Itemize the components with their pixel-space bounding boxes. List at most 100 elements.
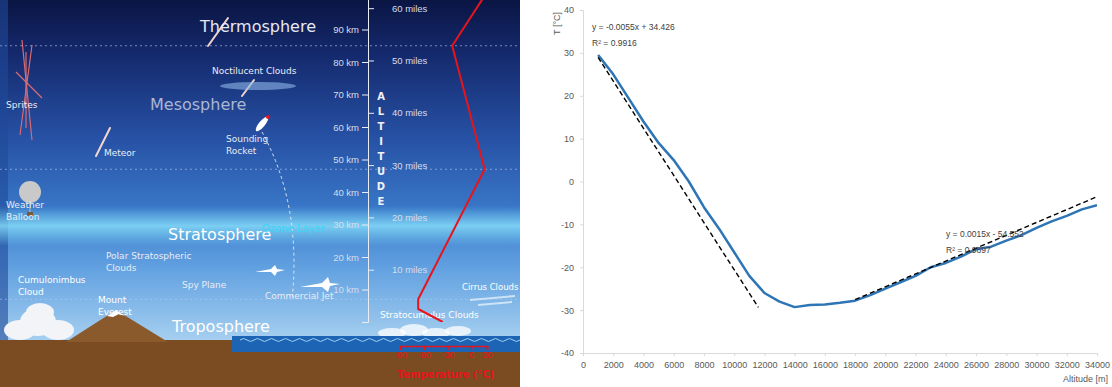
series-line bbox=[418, 0, 484, 322]
x-axis-title: Altitude [m] bbox=[1063, 374, 1108, 384]
temperature-axis-tick: -90 bbox=[394, 346, 407, 360]
km-axis-tick: 90 km bbox=[333, 24, 368, 35]
y-axis-tick-mark bbox=[580, 224, 583, 225]
y-axis-tick: -30 bbox=[561, 306, 583, 316]
x-axis-tick-label: 26000 bbox=[964, 360, 989, 370]
annotation-line: Balloon bbox=[6, 212, 39, 222]
km-axis-tick-mark bbox=[362, 257, 368, 258]
y-axis-tick: 0 bbox=[569, 177, 583, 187]
y-axis-tick-mark bbox=[580, 353, 583, 354]
x-axis-tick: 4000 bbox=[634, 353, 654, 370]
y-axis-title: ALTITUDE bbox=[377, 91, 385, 207]
annotation-line: Sounding bbox=[226, 134, 268, 144]
sky bbox=[0, 0, 520, 340]
km-axis-tick: 50 km bbox=[333, 154, 368, 165]
km-axis-tick-mark bbox=[362, 225, 368, 226]
x-axis-line bbox=[584, 354, 1098, 357]
annotation: Meteor bbox=[104, 148, 136, 158]
x-axis-tick-label: 20000 bbox=[873, 360, 898, 370]
annotation-line: Rocket bbox=[226, 146, 257, 156]
annotation: Sprites bbox=[6, 100, 38, 110]
rocket-tip bbox=[266, 115, 270, 119]
x-axis-tick-label: 24000 bbox=[934, 360, 959, 370]
x-axis-tick: 34000 bbox=[1085, 353, 1110, 370]
temperature-axis: -90-60-30020 bbox=[394, 346, 493, 360]
y-axis-title-letter: L bbox=[378, 106, 385, 117]
y-axis-tick: 10 bbox=[564, 134, 583, 144]
temperature-axis-tick: 20 bbox=[482, 346, 492, 360]
series-line bbox=[598, 55, 1097, 307]
x-axis-tick-mark bbox=[916, 353, 917, 356]
annotation-line: Mount bbox=[98, 295, 127, 305]
y-axis-tick-label: 20 bbox=[564, 91, 574, 101]
x-axis-tick: 32000 bbox=[1055, 353, 1080, 370]
x-axis-tick: 28000 bbox=[994, 353, 1019, 370]
x-axis-tick-mark bbox=[764, 353, 765, 356]
km-axis-tick-mark bbox=[362, 127, 368, 128]
layer-boundary bbox=[0, 45, 520, 46]
x-axis-tick-label: 0 bbox=[581, 360, 586, 370]
km-axis-tick-label: 40 km bbox=[333, 187, 359, 198]
x-axis-tick-mark bbox=[1097, 353, 1098, 356]
x-axis-tick-label: 8000 bbox=[694, 360, 714, 370]
layer-label: Thermosphere bbox=[199, 17, 316, 36]
cirrus bbox=[470, 296, 515, 300]
annotation: Spy Plane bbox=[182, 280, 227, 290]
x-axis-tick: 22000 bbox=[904, 353, 929, 370]
sprite bbox=[25, 52, 26, 128]
layer-boundary bbox=[0, 299, 520, 300]
km-axis-tick-label: 50 km bbox=[333, 154, 359, 165]
annotation: Polar StratosphericClouds bbox=[106, 251, 192, 273]
x-axis-tick-label: 4000 bbox=[634, 360, 654, 370]
temperature-axis-tick-label: -90 bbox=[394, 350, 407, 360]
illustration bbox=[4, 18, 515, 340]
y-axis-line bbox=[580, 11, 584, 354]
cumulonimbus bbox=[42, 320, 74, 340]
rocket bbox=[254, 115, 270, 133]
y-axis-tick-label: 40 bbox=[564, 5, 574, 15]
y-axis-tick-mark bbox=[580, 10, 583, 11]
ozone-band bbox=[0, 206, 520, 246]
y-axis-tick-label: -10 bbox=[561, 220, 574, 230]
x-axis: 0200040006000800010000120001400016000180… bbox=[581, 353, 1110, 370]
annotation-line: Weather bbox=[6, 200, 44, 210]
y-axis-tick: 30 bbox=[564, 48, 583, 58]
plot-area bbox=[418, 0, 484, 322]
annotation: Noctilucent Clouds bbox=[212, 66, 297, 76]
spy-plane bbox=[255, 265, 285, 276]
km-axis-tick-label: 20 km bbox=[333, 252, 359, 263]
km-axis-tick-label: 30 km bbox=[333, 219, 359, 230]
plot-area bbox=[598, 55, 1097, 307]
annotation: Weather Balloon bbox=[6, 200, 44, 222]
y-axis-title-letter: T bbox=[378, 121, 385, 132]
x-axis-tick: 12000 bbox=[752, 353, 777, 370]
km-axis-tick-label: 60 km bbox=[333, 122, 359, 133]
x-axis-tick-label: 10000 bbox=[722, 360, 747, 370]
x-axis-tick-label: 32000 bbox=[1055, 360, 1080, 370]
km-axis-tick: 70 km bbox=[333, 89, 368, 100]
rocket-trail bbox=[262, 132, 294, 300]
km-axis-tick: 80 km bbox=[333, 57, 368, 68]
miles-axis: 10 miles20 miles30 miles40 miles50 miles… bbox=[368, 3, 428, 276]
x-axis-tick-label: 28000 bbox=[994, 360, 1019, 370]
y-axis-tick: -40 bbox=[561, 348, 583, 358]
sprite bbox=[20, 45, 32, 135]
y-axis-title-letter: E bbox=[378, 196, 385, 207]
trend-line bbox=[598, 57, 758, 307]
x-axis-tick-label: 16000 bbox=[813, 360, 838, 370]
annotation-line: Polar Stratospheric bbox=[106, 251, 192, 261]
x-axis-tick-label: 18000 bbox=[843, 360, 868, 370]
km-axis-tick-label: 80 km bbox=[333, 57, 359, 68]
miles-axis-tick: 20 miles bbox=[368, 212, 428, 223]
temperature-axis-tick: -60 bbox=[418, 346, 431, 360]
cirrus bbox=[478, 302, 512, 305]
x-axis-tick-mark bbox=[674, 353, 675, 356]
noctilucent-cloud bbox=[220, 82, 296, 90]
y-axis-tick-label: -40 bbox=[561, 348, 574, 358]
annotation-line: Cloud bbox=[18, 287, 44, 297]
annotation: y = 0.0015x - 54.552 bbox=[946, 229, 1024, 239]
y-axis-title-letter: U bbox=[377, 166, 385, 177]
x-axis-tick-mark bbox=[1037, 353, 1038, 356]
y-axis-tick-mark bbox=[580, 310, 583, 311]
x-axis-tick: 10000 bbox=[722, 353, 747, 370]
